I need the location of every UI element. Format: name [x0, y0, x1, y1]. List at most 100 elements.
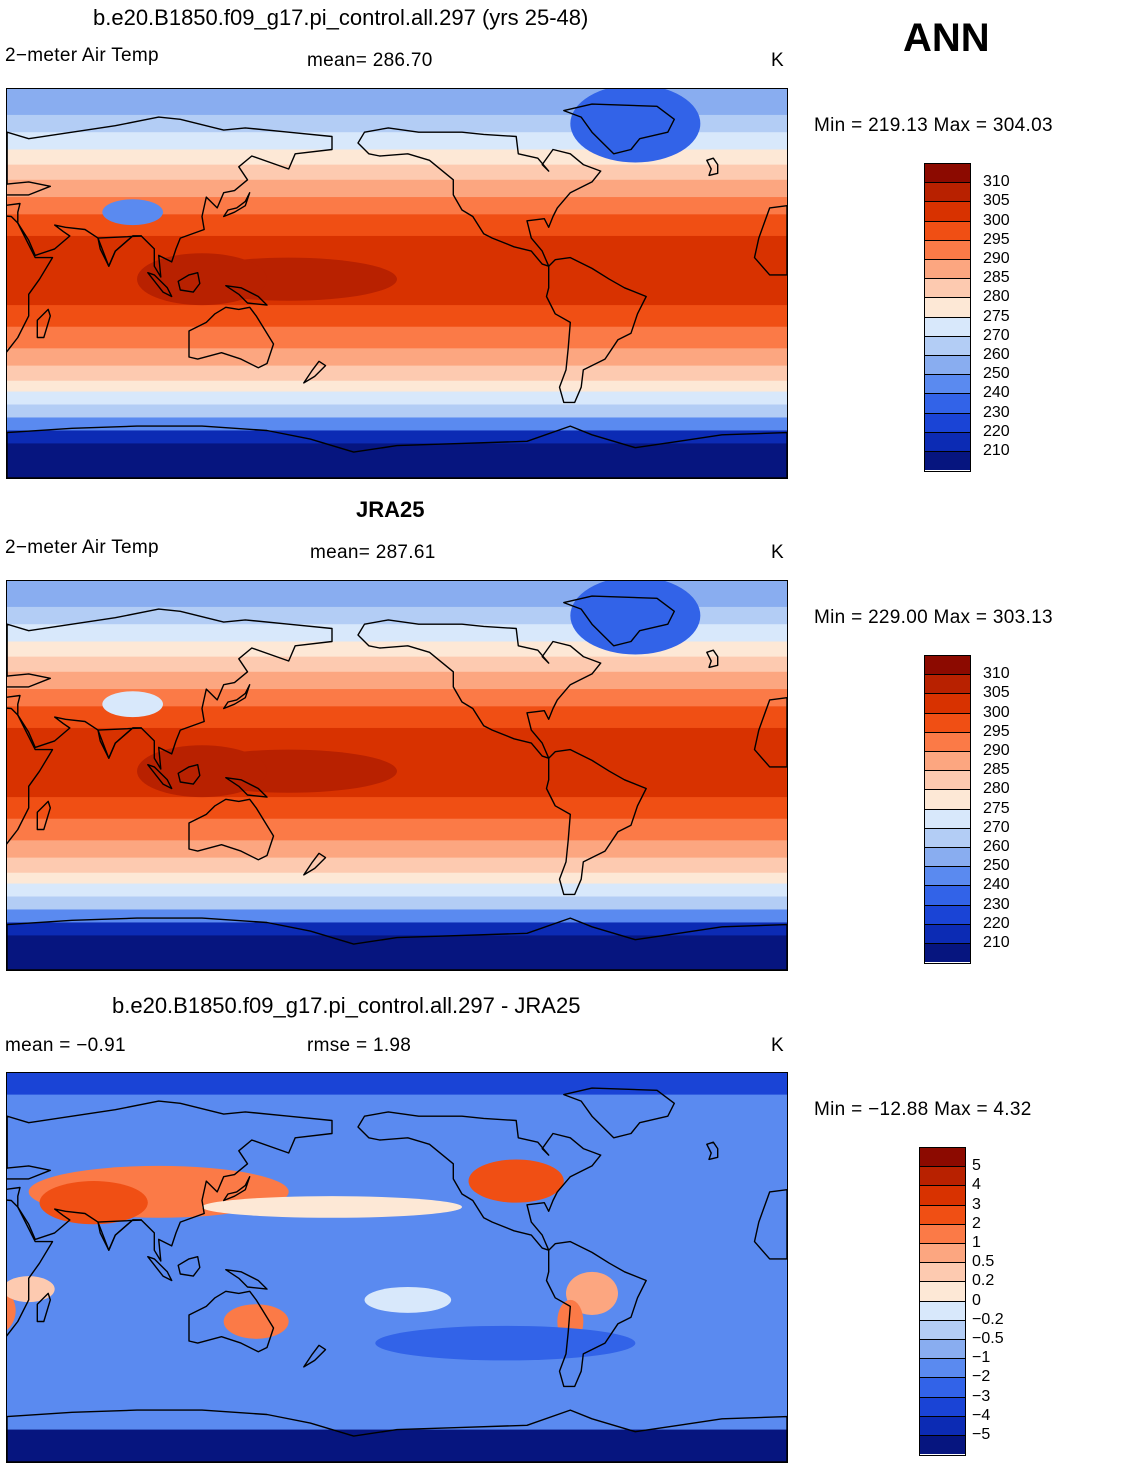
diff-blob	[375, 1325, 636, 1361]
diff-antarctic	[7, 1429, 787, 1462]
temperature-band	[7, 727, 787, 798]
colorbar-tick-label: 0.5	[972, 1253, 995, 1271]
colorbar-box	[925, 202, 970, 222]
colorbar-box	[925, 809, 970, 829]
panel2-colorbar: 310 305 300 295 290 285 280 275 270 260 250 240 230 2…	[924, 655, 1010, 965]
colorbar-box	[925, 828, 970, 848]
colorbar-tick-label: 220	[983, 422, 1010, 440]
panel1-map-svg	[7, 89, 787, 478]
panel2-title: JRA25	[356, 497, 425, 522]
colorbar-tick-label: 210	[983, 934, 1010, 951]
coastline-sumatra	[147, 1255, 173, 1282]
tibet-cold	[102, 199, 163, 226]
colorbar-box	[925, 694, 970, 714]
coastline-africa	[7, 215, 54, 353]
coastline-greenland	[563, 1087, 675, 1139]
colorbar-tick-label: 250	[983, 857, 1010, 875]
colorbar-box	[920, 1340, 965, 1360]
colorbar-tick-label: 295	[983, 722, 1010, 740]
colorbar-box	[925, 732, 970, 752]
colorbar-tick-label: 0	[972, 1291, 981, 1309]
colorbar-tick-label: 310	[983, 173, 1010, 191]
coastline-southAmerica	[545, 748, 647, 896]
colorbar-tick-label: 220	[983, 914, 1010, 932]
colorbar-tick-label: 290	[983, 250, 1010, 267]
coastline-australia	[188, 798, 275, 861]
panel3-title: b.e20.B1850.f09_g17.pi_control.all.297 -…	[112, 993, 581, 1018]
colorbar-tick-label: 240	[983, 384, 1010, 402]
coastline-japan	[222, 191, 251, 218]
coastline-australia	[188, 306, 275, 369]
colorbar-box	[920, 1378, 965, 1398]
colorbar-box	[920, 1148, 965, 1168]
colorbar-box	[925, 790, 970, 810]
coastline-southAmerica	[545, 256, 647, 404]
colorbar-box	[925, 356, 970, 376]
warm-pool	[137, 253, 267, 306]
coastline-eurasia	[7, 608, 333, 770]
panel1-title: b.e20.B1850.f09_g17.pi_control.all.297 (…	[93, 5, 589, 30]
colorbar-tick-label: 270	[983, 326, 1010, 344]
coastline-nz	[303, 360, 327, 384]
colorbar-box	[925, 336, 970, 356]
colorbar-tick-label: 285	[983, 269, 1010, 287]
colorbar-tick-label: −0.2	[972, 1310, 1004, 1328]
temperature-band	[7, 235, 787, 306]
coastline-newGuinea	[225, 284, 268, 306]
colorbar-tick-label: 270	[983, 818, 1010, 836]
temperature-band	[7, 909, 787, 923]
coastline-madagascar	[36, 308, 51, 339]
temperature-band	[7, 656, 787, 673]
colorbar-tick-label: 230	[983, 895, 1010, 913]
colorbar-tick-label: −1	[972, 1349, 991, 1367]
coastline-india	[97, 727, 143, 759]
coastline-africa	[7, 707, 54, 845]
diff-background	[7, 1073, 787, 1462]
coastline-japan	[222, 1175, 251, 1202]
colorbar-tick-label: 0.2	[972, 1272, 995, 1290]
diff-arctic	[7, 1073, 787, 1095]
coastline-antarctica	[7, 425, 787, 478]
temperature-band	[7, 305, 787, 328]
antarctic-cold	[7, 443, 787, 478]
colorbar-box	[920, 1282, 965, 1302]
temperature-band	[7, 818, 787, 841]
coastline-madagascar	[36, 800, 51, 831]
temperature-band	[7, 326, 787, 349]
temperature-band	[7, 840, 787, 859]
colorbar-box	[920, 1320, 965, 1340]
temperature-band	[7, 641, 787, 658]
colorbar-box	[925, 298, 970, 318]
colorbar-tick-label: 280	[983, 780, 1010, 798]
colorbar-box	[920, 1359, 965, 1379]
coastline-northAmerica	[357, 127, 602, 267]
colorbar-tick-label: 210	[983, 442, 1010, 459]
colorbar-box	[920, 1205, 965, 1225]
coastline-borneo	[177, 763, 201, 785]
coastline-madagascar	[36, 1292, 51, 1323]
temperature-band	[7, 365, 787, 382]
colorbar-box	[925, 944, 970, 963]
colorbar-box	[925, 452, 970, 471]
colorbar-box	[925, 432, 970, 452]
colorbar-box	[920, 1397, 965, 1417]
colorbar-box	[925, 675, 970, 695]
temperature-band	[7, 179, 787, 198]
colorbar-box	[925, 905, 970, 925]
panel3-map-svg	[7, 1073, 787, 1462]
temperature-band	[7, 896, 787, 910]
colorbar-box	[925, 240, 970, 260]
temperature-band	[7, 197, 787, 215]
diff-blob	[566, 1271, 618, 1316]
panel2-mean-label: mean= 287.61	[310, 542, 436, 563]
coastline-africa	[7, 1199, 54, 1337]
colorbar-tick-label: 275	[983, 307, 1010, 325]
panel2-map-svg	[7, 581, 787, 970]
colorbar-tick-label: 3	[972, 1195, 981, 1213]
temperature-band	[7, 797, 787, 820]
temperature-band	[7, 404, 787, 418]
coastline-india	[97, 235, 143, 267]
coastline-uk	[706, 157, 719, 177]
temperature-band	[7, 857, 787, 874]
panel2-map	[6, 580, 788, 971]
